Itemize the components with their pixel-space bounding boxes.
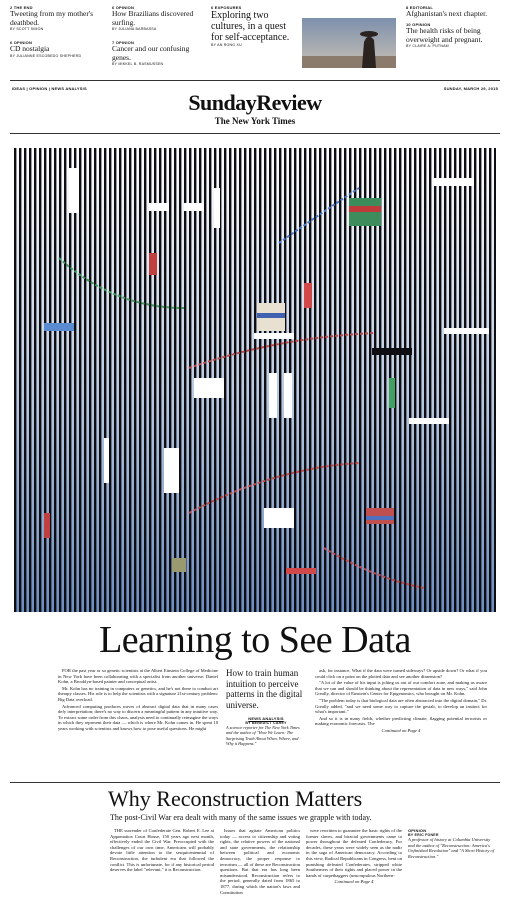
byline: BY JULIANNE ESCOBEDO SHEPHERD xyxy=(10,53,82,58)
paragraph: FOR the past year or so genetic scientis… xyxy=(58,668,218,685)
byline: BY ERIC FONER xyxy=(408,833,439,837)
teaser[interactable]: 7 OPINION Cancer and our confusing genes… xyxy=(112,40,204,66)
paragraph: Mr. Kohn has no training in computers or… xyxy=(58,685,218,702)
paragraph: "A lot of the value of his input is jolt… xyxy=(315,680,487,697)
paragraph: And so it is in many fields, whether pre… xyxy=(315,715,487,727)
kicker: 10 OPINION xyxy=(406,22,431,27)
paragraph: "The problem today is that biological da… xyxy=(315,697,487,715)
section-title: SundayReview xyxy=(188,90,322,115)
deck: The post-Civil War era dealt with many o… xyxy=(110,813,372,822)
teaser-headline: CD nostalgia xyxy=(10,44,50,53)
jump-line[interactable]: Continued on Page 4 xyxy=(381,727,421,733)
teaser[interactable]: 6 EXPOSURES Exploring two cultures, in a… xyxy=(211,5,299,47)
paragraph: THE surrender of Confederate Gen. Robert… xyxy=(110,828,214,873)
deck: How to train human intuition to perceive… xyxy=(226,668,303,710)
masthead: The New York Times xyxy=(214,116,296,126)
author-bio: A science reporter for The New York Time… xyxy=(226,725,300,746)
kicker: 6 EXPOSURES xyxy=(211,5,242,10)
headline: Why Reconstruction Matters xyxy=(108,786,363,811)
kicker: 6 OPINION xyxy=(10,40,33,45)
teaser[interactable]: 10 OPINION The health risks of being ove… xyxy=(406,22,504,48)
teaser[interactable]: 6 OPINION How Brazilians discovered surf… xyxy=(112,5,204,31)
teaser-headline: Afghanistan's next chapter. xyxy=(406,9,488,18)
teaser[interactable]: 6 OPINION CD nostalgia BY JULIANNE ESCOB… xyxy=(10,40,105,58)
article-column: THE surrender of Confederate Gen. Robert… xyxy=(110,828,214,874)
kicker: 6 OPINION xyxy=(112,5,135,10)
kicker: 8 EDITORIAL xyxy=(406,5,434,10)
headline: Learning to See Data xyxy=(99,619,411,661)
teaser-headline: The health risks of being overweight and… xyxy=(406,26,483,44)
article-column: ask, for instance, What if the data were… xyxy=(315,668,487,733)
section-list: IDEAS | OPINION | NEWS ANALYSIS xyxy=(12,86,87,91)
article-column: FOR the past year or so genetic scientis… xyxy=(58,668,218,733)
paragraph: Issues that agitate American politics to… xyxy=(220,828,300,895)
byline: BY MIKKEL B. RASMUSSEN xyxy=(112,62,164,66)
teaser-headline: Tweeting from my mother's deathbed. xyxy=(10,9,94,27)
deck-column: How to train human intuition to perceive… xyxy=(226,668,306,746)
rule xyxy=(10,133,500,134)
date: SUNDAY, MARCH 29, 2015 xyxy=(443,86,498,91)
illustration xyxy=(14,148,496,612)
byline: BY JULIANA BARBASSA xyxy=(112,27,157,31)
byline: BY BENEDICT CAREY xyxy=(245,721,287,725)
teaser[interactable]: 2 THE END Tweeting from my mother's deat… xyxy=(10,5,105,31)
rule xyxy=(10,782,500,783)
paragraph: were rewritten to guarantee the basic ri… xyxy=(306,828,402,878)
paragraph: Advanced computing produces waves of abs… xyxy=(58,703,218,731)
kicker: 7 OPINION xyxy=(112,40,135,45)
byline: BY AN RONG XU xyxy=(211,43,242,47)
article-column: were rewritten to guarantee the basic ri… xyxy=(306,828,402,884)
article-column: Issues that agitate American politics to… xyxy=(220,828,300,896)
jump-line[interactable]: Continued on Page 4 xyxy=(334,879,374,885)
teaser[interactable]: 8 EDITORIAL Afghanistan's next chapter. xyxy=(406,5,504,19)
rule xyxy=(10,80,500,81)
author-bio: A professor of history at Columbia Unive… xyxy=(408,837,494,859)
teaser-headline: Exploring two cultures, in a quest for s… xyxy=(211,10,290,43)
paragraph: ask, for instance, What if the data were… xyxy=(315,668,487,679)
kicker: 2 THE END xyxy=(10,5,33,10)
label: OPINION xyxy=(408,828,427,833)
teaser-headline: Cancer and our confusing genes. xyxy=(112,44,190,62)
teaser-headline: How Brazilians discovered surfing. xyxy=(112,9,194,27)
byline: BY SCOTT SIMON xyxy=(10,27,44,31)
label: NEWS ANALYSIS xyxy=(248,716,284,721)
author-box: OPINION BY ERIC FONER A professor of his… xyxy=(408,828,496,859)
teaser-photo xyxy=(302,18,396,68)
byline: BY CLAIRE A. PUTNAM xyxy=(406,44,449,48)
